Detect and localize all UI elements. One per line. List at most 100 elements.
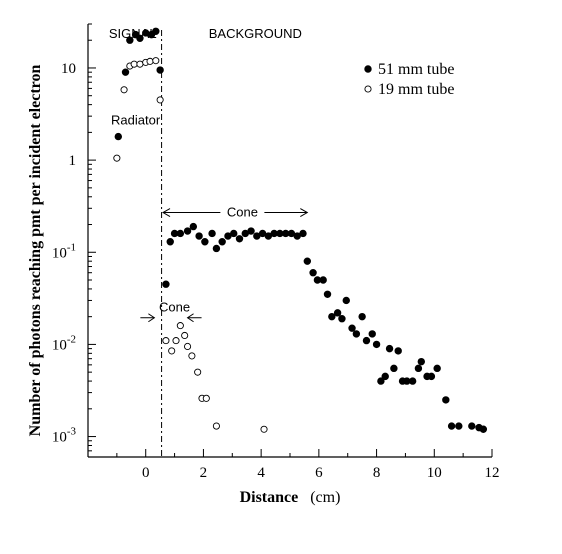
data-point-filled (152, 27, 160, 35)
data-point-open (130, 60, 138, 68)
data-point-filled (362, 336, 371, 345)
data-point-open (168, 347, 176, 355)
data-point-filled (323, 290, 332, 298)
data-point-filled (230, 229, 238, 238)
data-point-filled (433, 364, 441, 373)
data-point-filled (417, 357, 425, 366)
series-51-mm-tube (114, 27, 488, 433)
data-point-filled (479, 425, 488, 433)
data-point-filled (218, 238, 226, 246)
y-tick-base: 10 (52, 337, 67, 353)
data-point-open (156, 96, 164, 104)
y-tick-base: 10 (52, 245, 67, 261)
data-point-filled (348, 324, 356, 332)
data-point-filled (447, 422, 456, 430)
y-tick-base: 10 (52, 430, 67, 446)
cone-arrowhead-left (162, 208, 171, 217)
data-point-filled (183, 227, 192, 235)
data-point-filled (414, 364, 423, 373)
series-19-mm-tube (113, 57, 268, 433)
x-tick-label: 0 (142, 465, 150, 481)
y-tick-base: 10 (61, 61, 76, 77)
y-tick-label: 10-2 (52, 333, 76, 353)
data-point-filled (201, 238, 209, 246)
y-tick-label: 1 (69, 153, 77, 169)
legend-label: 51 mm tube (378, 61, 454, 78)
x-axis-unit: (cm) (310, 489, 340, 506)
data-point-filled (385, 344, 394, 353)
data-point-filled (427, 372, 436, 381)
legend-marker-open (364, 85, 372, 93)
data-point-open (120, 86, 128, 94)
data-point-open (184, 342, 192, 351)
data-point-filled (377, 377, 385, 385)
data-point-open (212, 422, 220, 430)
data-point-filled (212, 244, 221, 253)
data-point-filled (121, 68, 130, 76)
data-point-filled (136, 34, 144, 42)
data-point-filled (442, 396, 450, 404)
annotation-text: Cone (227, 205, 258, 220)
data-point-filled (166, 238, 174, 246)
cone-inward-left-head (148, 313, 156, 323)
annotation-text: Radiator (111, 112, 161, 127)
data-point-filled (114, 132, 122, 141)
data-point-filled (338, 315, 346, 323)
data-point-open (176, 322, 184, 330)
x-tick-label: 12 (485, 465, 500, 481)
y-tick-exponent: -3 (67, 426, 77, 438)
data-point-open (260, 425, 268, 433)
cone-arrowhead-right (300, 208, 309, 217)
data-point-open (152, 57, 160, 65)
legend-marker-filled (364, 65, 372, 73)
y-tick-exponent: -1 (67, 241, 76, 253)
data-point-filled (372, 340, 381, 349)
y-tick-exponent: -2 (67, 333, 76, 345)
data-point-open (202, 394, 210, 402)
data-point-filled (235, 235, 244, 243)
data-point-filled (358, 312, 366, 321)
y-tick-label: 10-1 (52, 241, 76, 261)
data-point-filled (303, 257, 312, 265)
annotation-text: Cone (159, 300, 190, 315)
x-tick-label: 4 (257, 465, 265, 481)
legend-label: 19 mm tube (378, 81, 454, 98)
data-point-open (194, 368, 202, 376)
x-tick-label: 10 (427, 465, 442, 481)
data-point-filled (352, 330, 361, 338)
data-point-open (162, 337, 170, 345)
cone-inward-right-head (186, 313, 194, 323)
data-point-open (181, 331, 189, 340)
data-point-filled (126, 36, 134, 44)
x-axis-title-text: Distance (240, 489, 299, 506)
data-point-filled (156, 66, 164, 74)
data-point-filled (208, 229, 216, 238)
data-points (113, 27, 488, 433)
annotations: Radiator Cone Cone (111, 112, 309, 323)
data-point-open (146, 57, 154, 65)
data-point-filled (408, 377, 417, 385)
data-point-filled (247, 227, 255, 235)
data-point-filled (309, 269, 317, 277)
region-label-background: BACKGROUND (209, 26, 302, 41)
data-point-filled (299, 229, 307, 238)
y-axis-title: Number of photons reaching pmt per incid… (27, 65, 44, 437)
data-point-filled (328, 312, 336, 321)
data-point-filled (162, 280, 170, 288)
data-point-filled (390, 364, 398, 373)
data-point-filled (381, 372, 389, 381)
x-axis-title: Distance (cm) (240, 489, 341, 506)
data-point-filled (319, 276, 327, 284)
x-tick-label: 6 (315, 465, 323, 481)
data-point-filled (455, 422, 463, 430)
y-tick-base: 1 (69, 153, 77, 169)
y-tick-label: 10 (61, 61, 76, 77)
data-point-filled (176, 229, 185, 238)
data-point-filled (195, 232, 203, 240)
data-point-open (136, 60, 144, 68)
data-point-open (172, 337, 180, 345)
data-point-open (113, 154, 121, 162)
legend: 51 mm tube 19 mm tube (364, 61, 454, 98)
